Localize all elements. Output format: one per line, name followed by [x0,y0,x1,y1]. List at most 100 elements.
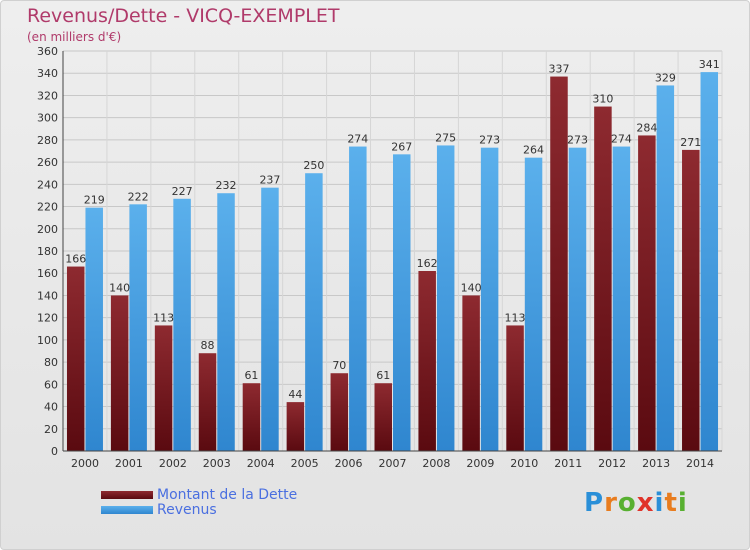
data-label-revenue: 237 [259,174,280,187]
bar-debt [682,149,700,451]
x-tick-label: 2002 [159,457,187,470]
proxiti-logo: Proxiti [584,488,688,518]
legend-item-debt: Montant de la Dette [101,486,298,503]
data-label-revenue: 267 [391,140,412,153]
bar-debt [418,271,436,451]
data-label-revenue: 275 [435,131,456,144]
data-label-debt: 88 [201,339,215,352]
data-label-debt: 113 [505,311,526,324]
bar-revenue [700,72,719,451]
bar-revenue [524,157,543,451]
bar-revenue [436,145,455,451]
chart-legend: Montant de la Dette Revenus [101,486,298,518]
x-tick-label: 2003 [203,457,231,470]
data-label-debt: 61 [244,369,258,382]
x-tick-label: 2008 [422,457,450,470]
data-label-debt: 140 [461,281,482,294]
y-tick-label: 220 [37,201,58,214]
legend-item-revenue: Revenus [101,501,297,518]
data-label-revenue: 274 [347,133,368,146]
chart-subtitle: (en milliers d'€) [27,30,122,44]
y-tick-label: 240 [37,178,58,191]
x-tick-label: 2009 [466,457,494,470]
y-tick-label: 300 [37,112,58,125]
y-tick-label: 260 [37,156,58,169]
y-tick-label: 180 [37,245,58,258]
data-label-revenue: 329 [655,71,676,84]
bar-debt [374,383,392,451]
y-tick-label: 340 [37,67,58,80]
bar-revenue [305,173,323,451]
data-label-revenue: 232 [216,179,237,192]
data-label-debt: 337 [548,63,569,76]
bar-revenue [656,85,675,451]
bar-revenue [349,146,367,452]
data-label-debt: 70 [332,359,346,372]
logo-letter: i [654,488,665,518]
bar-revenue [173,198,191,451]
y-tick-label: 20 [44,423,58,436]
data-label-debt: 310 [592,93,613,106]
chart-title: Revenus/Dette - VICQ-EXEMPLET [27,5,340,27]
data-label-revenue: 250 [303,159,324,172]
y-tick-label: 100 [37,334,58,347]
y-tick-label: 280 [37,134,58,147]
data-label-debt: 44 [288,388,302,401]
x-tick-label: 2010 [510,457,538,470]
x-tick-label: 2012 [598,457,626,470]
data-label-revenue: 273 [479,134,500,147]
bar-revenue [85,207,103,451]
bar-debt [110,295,129,451]
x-tick-label: 2005 [291,457,319,470]
y-tick-label: 40 [44,401,58,414]
data-label-revenue: 219 [84,194,105,207]
bar-debt [330,373,349,451]
data-label-debt: 166 [65,253,86,266]
data-label-revenue: 341 [699,58,720,71]
bar-revenue [261,187,279,451]
bar-debt [198,353,217,451]
x-tick-label: 2004 [247,457,275,470]
y-tick-label: 0 [51,445,58,458]
bar-revenue [393,154,411,452]
data-label-revenue: 264 [523,144,544,157]
x-tick-label: 2014 [686,457,714,470]
bar-chart: 166 219 140 222 113 227 88 232 61 237 44 250 70 274 61… [37,45,723,470]
bar-debt [550,76,568,452]
bar-revenue [129,204,147,451]
logo-letter: P [584,488,605,518]
legend-label-revenue: Revenus [157,501,217,518]
bar-debt [66,266,85,451]
data-label-debt: 271 [680,136,701,149]
y-tick-label: 140 [37,289,58,302]
data-label-debt: 140 [109,281,130,294]
y-tick-label: 200 [37,223,58,236]
y-tick-label: 60 [44,378,58,391]
bar-debt [286,402,305,451]
data-label-revenue: 222 [128,190,149,203]
logo-letter: x [636,488,655,518]
y-tick-label: 320 [37,89,58,102]
bar-debt [242,383,261,451]
bar-debt [154,325,173,451]
logo-letter: t [664,488,678,518]
y-tick-label: 360 [37,45,58,58]
data-label-debt: 162 [417,257,438,270]
data-label-debt: 61 [376,369,390,382]
legend-swatch-debt [101,490,153,499]
bar-debt [638,135,656,451]
y-tick-label: 120 [37,312,58,325]
bar-revenue [612,146,631,452]
legend-label-debt: Montant de la Dette [157,486,298,503]
data-label-revenue: 227 [172,185,193,198]
data-label-revenue: 273 [567,134,588,147]
x-tick-label: 2000 [71,457,99,470]
bar-debt [462,295,480,451]
bar-debt [594,106,612,452]
logo-letter: i [677,488,688,518]
legend-swatch-revenue [101,505,153,514]
bar-revenue [480,147,499,451]
x-tick-label: 2007 [379,457,407,470]
data-label-debt: 113 [153,311,174,324]
